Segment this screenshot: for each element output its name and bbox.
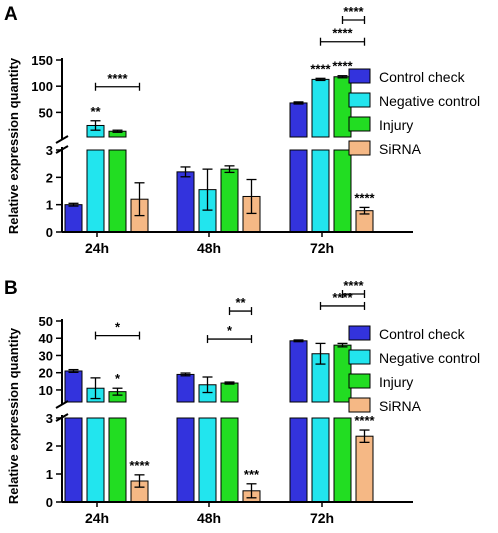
panel-label: A <box>4 4 18 25</box>
bar <box>220 168 239 233</box>
bar <box>198 417 217 503</box>
bar <box>220 382 239 403</box>
y-tick-label: 20 <box>39 366 53 381</box>
legend-label: Control check <box>379 69 466 85</box>
significance-label: **** <box>310 61 331 76</box>
bar <box>108 149 127 233</box>
significance-label: **** <box>129 458 150 473</box>
legend-swatch <box>348 140 371 156</box>
chart-panel-b: B 10 20 30 40 50 0 1 2 3 24h 48h 72h Relative express… <box>4 278 480 526</box>
bar <box>64 370 83 403</box>
x-tick-label: 24h <box>85 510 109 526</box>
significance-label: *** <box>244 467 260 482</box>
chart-panel-a: A 50 100 150 0 1 2 3 24h 48h 72h Relative expressio… <box>4 4 480 256</box>
bar <box>86 149 105 233</box>
significance-label: * <box>227 323 233 338</box>
y-tick-label: 0 <box>46 495 53 510</box>
legend-label: Injury <box>379 117 413 133</box>
axis-break-mark <box>55 135 69 144</box>
x-tick-label: 72h <box>310 510 334 526</box>
significance-label: **** <box>107 71 128 86</box>
y-tick-label: 50 <box>39 314 53 329</box>
bar <box>355 435 374 503</box>
y-tick-label: 2 <box>46 170 53 185</box>
bar <box>64 204 83 233</box>
bar <box>86 417 105 503</box>
y-tick-label: 10 <box>39 383 53 398</box>
bar <box>176 171 195 233</box>
significance-label: ** <box>235 295 246 310</box>
significance-label: * <box>115 320 121 335</box>
significance-label: **** <box>332 59 353 74</box>
legend-label: Injury <box>379 374 413 390</box>
bar <box>311 417 330 503</box>
y-tick-label: 150 <box>31 53 53 68</box>
axis-break-mark <box>55 400 69 409</box>
y-tick-label: 0 <box>46 225 53 240</box>
bar <box>333 344 352 403</box>
legend-swatch <box>348 349 371 365</box>
significance-label: **** <box>343 278 364 293</box>
bar <box>289 102 308 138</box>
y-axis-label: Relative expression quantity <box>6 327 21 504</box>
significance-label: ** <box>90 104 101 119</box>
significance-label: **** <box>354 190 375 205</box>
bar <box>333 149 352 233</box>
significance-label: **** <box>354 413 375 428</box>
y-tick-label: 100 <box>31 79 53 94</box>
y-tick-label: 3 <box>46 143 53 158</box>
bar <box>220 417 239 503</box>
x-tick-label: 24h <box>85 240 109 256</box>
y-axis-label: Relative expression quantity <box>6 57 21 234</box>
significance-label: **** <box>343 4 364 19</box>
x-tick-label: 48h <box>197 240 221 256</box>
legend-label: Negative control <box>379 93 480 109</box>
panel-label: B <box>4 278 18 299</box>
y-tick-label: 40 <box>39 331 53 346</box>
bar <box>289 417 308 503</box>
bar <box>311 149 330 233</box>
y-tick-label: 1 <box>46 467 53 482</box>
bar <box>311 78 330 138</box>
x-tick-label: 48h <box>197 510 221 526</box>
bar <box>333 76 352 138</box>
legend-swatch <box>348 325 371 341</box>
legend-label: Control check <box>379 326 466 342</box>
bar <box>333 417 352 503</box>
bar <box>64 417 83 503</box>
significance-label: **** <box>332 26 353 41</box>
legend-label: Negative control <box>379 350 480 366</box>
y-tick-label: 50 <box>39 105 53 120</box>
legend-label: SiRNA <box>379 398 422 414</box>
significance-label: * <box>115 371 121 386</box>
bar <box>289 149 308 233</box>
legend-label: SiRNA <box>379 141 422 157</box>
legend-swatch <box>348 373 371 389</box>
y-tick-label: 3 <box>46 411 53 426</box>
y-tick-label: 1 <box>46 198 53 213</box>
legend-swatch <box>348 92 371 108</box>
x-tick-label: 72h <box>310 240 334 256</box>
bar <box>176 417 195 503</box>
legend-swatch <box>348 116 371 132</box>
legend-swatch <box>348 68 371 84</box>
bar <box>176 373 195 403</box>
bar <box>108 417 127 503</box>
y-tick-label: 2 <box>46 439 53 454</box>
legend-swatch <box>348 397 371 413</box>
y-tick-label: 30 <box>39 348 53 363</box>
bar <box>289 340 308 403</box>
